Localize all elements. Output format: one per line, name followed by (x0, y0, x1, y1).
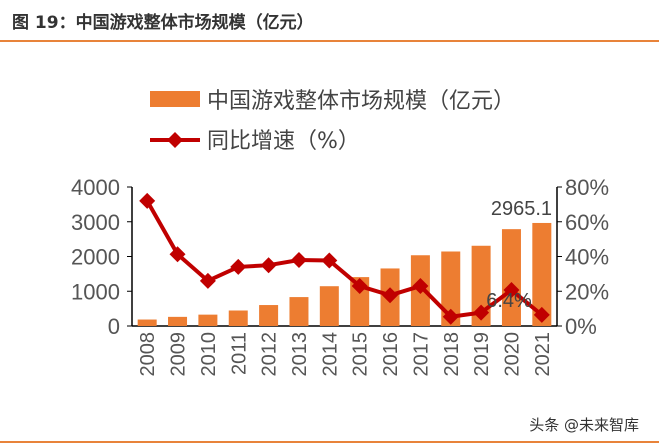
right-tick-label: 80% (565, 175, 609, 200)
growth-marker-2019 (473, 304, 490, 321)
bar-2008 (137, 319, 157, 326)
growth-marker-2008 (139, 192, 156, 209)
left-tick-label: 3000 (71, 210, 120, 235)
x-tick-label: 2014 (319, 332, 341, 377)
x-tick-label: 2015 (350, 332, 372, 377)
chart-title: 图 19：中国游戏整体市场规模（亿元） (12, 13, 314, 33)
growth-marker-2020 (503, 282, 520, 299)
growth-marker-2017 (412, 278, 429, 295)
x-tick-label: 2013 (289, 332, 311, 377)
growth-marker-2016 (382, 287, 399, 304)
legend-bar-swatch (150, 91, 200, 107)
left-tick-label: 2000 (71, 245, 120, 270)
bar-2013 (289, 297, 309, 326)
bar-2014 (319, 286, 339, 326)
x-tick-label: 2008 (137, 332, 159, 377)
growth-marker-2018 (442, 308, 459, 325)
growth-marker-2013 (290, 251, 307, 268)
growth-marker-2021 (533, 306, 550, 323)
right-tick-label: 40% (565, 245, 609, 270)
watermark: 头条 @未来智库 (529, 416, 639, 434)
bar-2009 (168, 316, 188, 326)
left-tick-label: 0 (108, 314, 120, 339)
growth-marker-2014 (321, 252, 338, 269)
x-tick-label: 2019 (471, 332, 493, 377)
growth-marker-2011 (230, 258, 247, 275)
x-tick-label: 2011 (228, 332, 250, 375)
bar-2020 (501, 229, 521, 326)
left-tick-label: 1000 (71, 279, 120, 304)
bar-2012 (259, 305, 279, 326)
legend-line-label: 同比增速（%） (207, 129, 360, 154)
x-tick-label: 2016 (380, 332, 402, 377)
legend-line-marker (167, 132, 183, 148)
right-tick-label: 20% (565, 279, 609, 304)
growth-marker-2015 (351, 278, 368, 295)
x-tick-label: 2009 (168, 332, 190, 377)
x-tick-label: 2021 (532, 332, 554, 377)
bar-2011 (228, 310, 248, 326)
title-divider (0, 40, 659, 42)
x-tick-label: 2010 (198, 332, 220, 377)
x-tick-label: 2017 (410, 332, 432, 377)
bar-data-label: 2965.1 (491, 198, 552, 220)
right-tick-label: 60% (565, 210, 609, 235)
bar-2021 (532, 222, 552, 326)
left-tick-label: 4000 (71, 175, 120, 200)
bar-2010 (198, 314, 218, 326)
x-tick-label: 2020 (501, 332, 523, 377)
right-tick-label: 0% (565, 314, 597, 339)
growth-marker-2009 (169, 246, 186, 263)
growth-marker-2010 (199, 272, 216, 289)
bar-2019 (471, 245, 491, 326)
line-data-label: 6.4% (486, 290, 532, 312)
bar-2018 (441, 251, 461, 326)
growth-marker-2012 (260, 257, 277, 274)
x-tick-label: 2018 (441, 332, 463, 377)
footer-divider (0, 441, 659, 443)
x-tick-label: 2012 (259, 332, 281, 377)
legend-bar-label: 中国游戏整体市场规模（亿元） (207, 89, 515, 114)
